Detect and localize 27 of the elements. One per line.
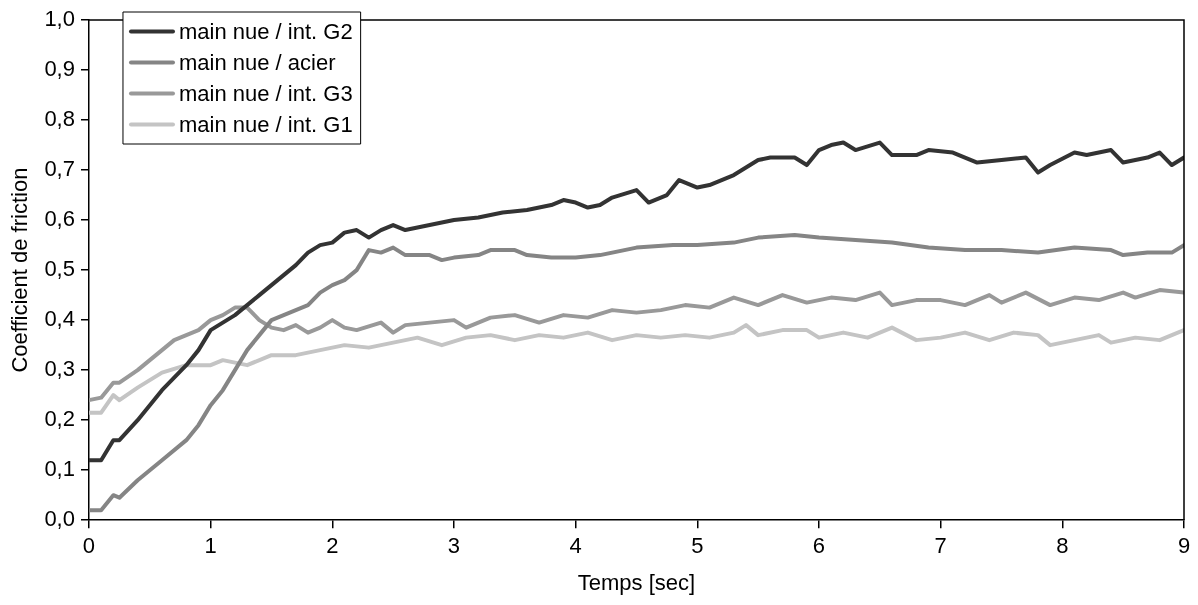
y-tick-label: 0,9 [44,56,75,82]
y-axis-title: Coefficient de friction [7,167,33,373]
y-tick-label: 0,2 [44,406,75,432]
legend-label: main nue / int. G2 [178,18,353,44]
y-tick-label: 0,1 [44,456,75,482]
y-tick-label: 0,7 [44,156,75,182]
x-tick-label: 2 [326,533,339,559]
y-tick-label: 0,5 [44,256,75,282]
x-tick-label: 8 [1056,533,1069,559]
x-tick-label: 3 [447,533,461,559]
y-tick-label: 0,0 [44,506,75,532]
y-tick-label: 1,0 [44,6,75,32]
x-tick-label: 5 [691,533,704,559]
x-tick-label: 0 [82,533,96,559]
x-tick-label: 1 [204,533,217,559]
x-tick-label: 9 [1177,533,1191,559]
x-tick-label: 4 [569,533,582,559]
legend-label: main nue / int. G3 [178,80,353,106]
x-axis-title: Temps [sec] [577,569,696,595]
x-tick-label: 6 [812,533,826,559]
y-tick-label: 0,4 [44,306,75,332]
y-tick-label: 0,6 [44,206,75,232]
legend-label: main nue / int. G1 [178,111,353,137]
y-tick-label: 0,3 [44,356,75,382]
legend-label: main nue / acier [178,49,336,75]
y-tick-label: 0,8 [44,106,75,132]
x-tick-label: 7 [934,533,947,559]
